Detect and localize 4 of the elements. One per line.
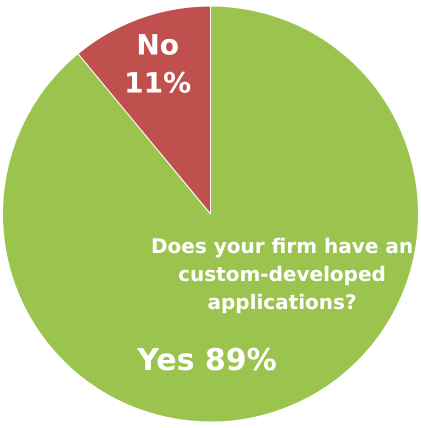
text: Does your firm have an custom-developed applications? (150, 234, 414, 314)
slice-label: No (136, 28, 179, 62)
data-label: 11% (124, 66, 192, 100)
slice-label: Yes 89% (136, 342, 277, 378)
